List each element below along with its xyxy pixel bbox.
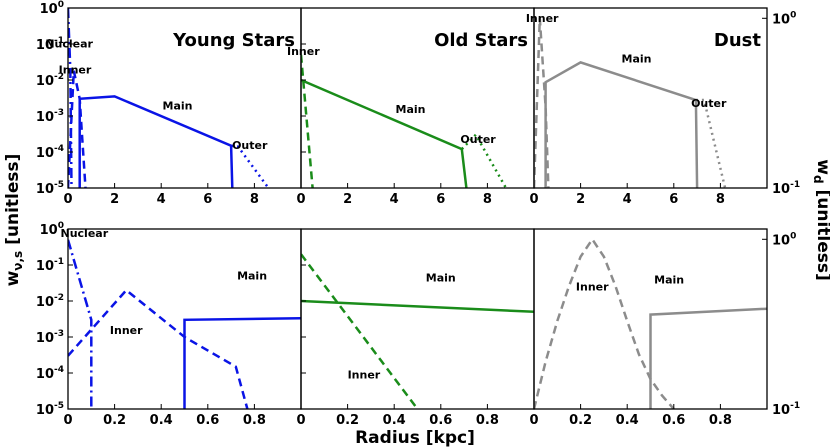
x-tick-label: 0.4 (150, 413, 173, 428)
x-tick-label: 0.2 (569, 413, 592, 428)
panel-top-young: 0 2 4 6 8 10-5 10-4 10-3 10-2 10-1 100 Young Stars N… (36, 0, 302, 207)
series-line-main (183, 317, 301, 409)
y-tick-label: 10-1 (36, 36, 64, 53)
panel-title: Dust (714, 30, 761, 51)
series-line-main (301, 78, 468, 188)
x-tick-label: 4 (157, 192, 166, 207)
y-tick-label: 10-1 (772, 180, 800, 197)
x-tick-label: 0.4 (383, 413, 406, 428)
annotation-inner: Inner (576, 280, 609, 293)
annotation-outer: Outer (460, 133, 496, 146)
y-tick-label: 10-2 (36, 293, 64, 310)
annotation-inner: Inner (348, 369, 381, 382)
annotation-main: Main (654, 273, 684, 286)
series-line-nuclear (68, 239, 93, 409)
y-axis-label-left: wν,s [unitless] (3, 154, 25, 287)
y-tick-label: 10-4 (36, 144, 64, 161)
annotation-outer: Outer (691, 97, 727, 110)
series-line-main (301, 299, 534, 314)
x-tick-label: 4 (623, 192, 632, 207)
annotation-nuclear: Nuclear (60, 227, 108, 240)
series-line-inner (68, 288, 249, 409)
x-axis-label: Radius [kpc] (355, 428, 475, 448)
plot-frame (300, 228, 535, 410)
x-tick-label: 0 (63, 413, 72, 428)
annotation-inner: Inner (59, 64, 92, 77)
annotation-inner: Inner (110, 324, 143, 337)
y-tick-label: 100 (40, 221, 64, 238)
x-tick-label: 0.6 (662, 413, 685, 428)
series-line-inner (534, 18, 550, 188)
series-line-inner (301, 253, 419, 409)
annotation-main: Main (163, 100, 193, 113)
x-tick-label: 0.6 (196, 413, 219, 428)
x-tick-label: 0.6 (429, 413, 452, 428)
series-line-outer (460, 132, 508, 188)
annotation-main: Main (396, 103, 426, 116)
y-tick-label: 10-5 (36, 180, 64, 197)
series-line-main (544, 61, 699, 188)
y-tick-label: 10-2 (36, 72, 64, 89)
series-line-main (78, 95, 234, 188)
panel-title: Old Stars (434, 30, 528, 51)
annotation-main: Main (426, 271, 456, 284)
y-tick-label: 10-1 (36, 257, 64, 274)
y-tick-label: 10-3 (36, 108, 64, 125)
x-tick-label: 0 (529, 192, 538, 207)
x-tick-label: 8 (716, 192, 725, 207)
y-tick-label: 100 (40, 0, 64, 17)
x-tick-label: 0.8 (476, 413, 499, 428)
annotation-nuclear: Nuclear (45, 37, 93, 50)
x-tick-label: 0.2 (336, 413, 359, 428)
ylabel-left-subscript: ν,s (11, 251, 25, 271)
series-line-inner (301, 54, 314, 188)
panel-bottom-young: 0 0.2 0.4 0.6 0.8 10-5 10-4 10-3 10-2 10-1 100Nucl… (36, 221, 302, 428)
series-line-outer (230, 144, 270, 188)
x-tick-label: 8 (483, 192, 492, 207)
y-tick-label: 100 (772, 10, 796, 27)
y-tick-label: 10-3 (36, 329, 64, 346)
x-tick-label: 0 (296, 192, 305, 207)
x-tick-label: 2 (576, 192, 585, 207)
annotation-outer: Outer (232, 139, 268, 152)
annotation-main: Main (237, 269, 267, 282)
x-tick-label: 0.2 (103, 413, 126, 428)
x-tick-label: 0 (63, 192, 72, 207)
annotation-inner: Inner (526, 12, 559, 25)
panel-title: Young Stars (172, 30, 295, 51)
x-tick-label: 0.4 (616, 413, 639, 428)
x-tick-label: 0 (296, 413, 305, 428)
panels: 0 2 4 6 8 10-5 10-4 10-3 10-2 10-1 100 Young Stars N… (36, 0, 800, 428)
y-tick-label: 10-1 (772, 401, 800, 418)
x-tick-label: 6 (203, 192, 212, 207)
x-tick-label: 2 (110, 192, 119, 207)
plot-frame (533, 228, 768, 410)
x-tick-label: 4 (390, 192, 399, 207)
y-axis-label-right: wd [unitless] (811, 159, 830, 281)
x-tick-label: 0 (529, 413, 538, 428)
x-tick-label: 6 (436, 192, 445, 207)
panel-top-dust: 0 2 4 6 8 10-1 100 Dust Inner Main Outer (526, 7, 800, 207)
annotation-inner: Inner (287, 45, 320, 58)
x-tick-label: 8 (250, 192, 259, 207)
x-tick-label: 6 (669, 192, 678, 207)
series-line-outer (695, 98, 727, 188)
x-tick-label: 2 (343, 192, 352, 207)
x-tick-label: 0.8 (709, 413, 732, 428)
y-tick-label: 100 (772, 231, 796, 248)
y-tick-label: 10-4 (36, 365, 64, 382)
series-line-main (649, 307, 767, 409)
panel-bottom-old: 0 0.2 0.4 0.6 0.8 Main Inner (296, 228, 535, 428)
panel-top-old: 0 2 4 6 8 Old Stars Inner Main Outer (287, 7, 535, 207)
x-tick-label: 0.8 (243, 413, 266, 428)
plot-frame (533, 7, 768, 189)
panel-bottom-dust: 0 0.2 0.4 0.6 0.8 10-1 100 Inner Main (529, 228, 800, 428)
annotation-main: Main (622, 52, 652, 65)
series-line-inner (534, 237, 675, 409)
y-tick-label: 10-5 (36, 401, 64, 418)
